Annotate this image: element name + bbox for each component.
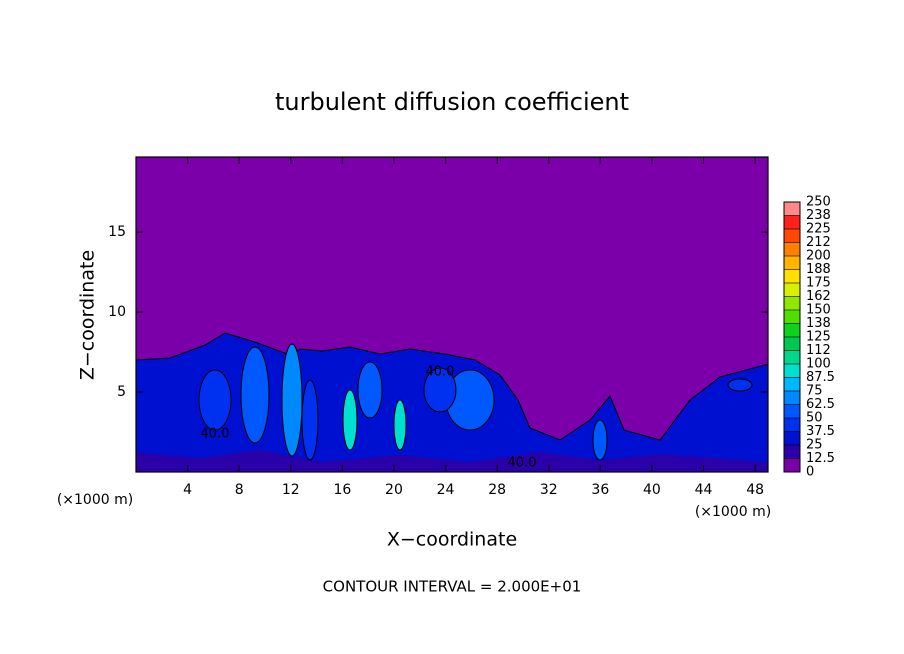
footer-note: CONTOUR INTERVAL = 2.000E+01: [323, 578, 582, 596]
x-tick-label: 20: [385, 482, 403, 498]
y-axis-label: Z−coordinate: [77, 250, 99, 380]
colorbar-segment: [784, 229, 800, 243]
colorbar-label: 12.5: [806, 451, 835, 466]
colorbar-segment: [784, 296, 800, 310]
x-tick-label: 16: [333, 482, 351, 498]
y-tick-label: 15: [108, 224, 126, 240]
colorbar-segment: [784, 215, 800, 229]
colorbar-segment: [784, 337, 800, 351]
x-unit-label: (×1000 m): [57, 492, 133, 508]
colorbar-label: 225: [806, 222, 831, 237]
x-tick-label: 24: [437, 482, 455, 498]
colorbar-label: 37.5: [806, 424, 835, 439]
colorbar-label: 62.5: [806, 397, 835, 412]
colorbar-segment: [784, 431, 800, 445]
field-blob: [393, 399, 407, 451]
colorbar-segment: [784, 391, 800, 405]
field-blob: [198, 369, 232, 431]
colorbar-label: 175: [806, 276, 831, 291]
x-tick-label: 12: [282, 482, 300, 498]
colorbar-label: 87.5: [806, 370, 835, 385]
colorbar-segment: [784, 377, 800, 391]
colorbar-segment: [784, 202, 800, 216]
colorbar-label: 200: [806, 249, 831, 264]
field-blob: [342, 389, 358, 451]
contour-label: 40.0: [508, 456, 537, 471]
contour-label: 40.0: [201, 427, 230, 442]
x-unit-label: (×1000 m): [695, 504, 771, 520]
contour-label: 40.0: [426, 365, 455, 380]
colorbar-segment: [784, 283, 800, 297]
colorbar-label: 138: [806, 316, 831, 331]
field: 40.0 40.0 40.0: [135, 332, 769, 473]
field-blob: [281, 343, 303, 457]
x-tick-label: 44: [695, 482, 713, 498]
colorbar-segment: [784, 242, 800, 256]
colorbar-segment: [784, 364, 800, 378]
colorbar-segment: [784, 404, 800, 418]
colorbar-segment: [784, 350, 800, 364]
colorbar-label: 112: [806, 343, 831, 358]
field-blob: [301, 379, 319, 461]
x-tick-label: 48: [746, 482, 764, 498]
x-axis-label: X−coordinate: [387, 529, 517, 551]
colorbar-label: 100: [806, 357, 831, 372]
colorbar-label: 25: [806, 438, 823, 453]
field-blob: [727, 378, 753, 392]
colorbar-label: 238: [806, 208, 831, 223]
chart-title: turbulent diffusion coefficient: [275, 88, 629, 116]
x-tick-label: 32: [540, 482, 558, 498]
colorbar-segment: [784, 323, 800, 337]
colorbar-segment: [784, 458, 800, 472]
x-tick-label: 8: [235, 482, 244, 498]
colorbar-label: 0: [806, 465, 814, 480]
colorbar-label: 188: [806, 262, 831, 277]
field-blob: [592, 419, 608, 461]
colorbar-segment: [784, 269, 800, 283]
x-tick-label: 40: [643, 482, 661, 498]
colorbar-segment: [784, 256, 800, 270]
field-region: [136, 450, 768, 472]
x-tick-label: 28: [488, 482, 506, 498]
colorbar-segment: [784, 445, 800, 459]
y-tick-label: 10: [108, 304, 126, 320]
colorbar-label: 75: [806, 384, 823, 399]
colorbar-segment: [784, 310, 800, 324]
x-tick-label: 36: [591, 482, 609, 498]
field-blob: [240, 346, 270, 444]
field-blob: [423, 367, 457, 413]
y-tick-label: 5: [117, 384, 126, 400]
colorbar-label: 125: [806, 330, 831, 345]
colorbar-label: 150: [806, 303, 831, 318]
x-tick-label: 4: [183, 482, 192, 498]
plot-frame: [135, 156, 769, 473]
colorbar-label: 250: [806, 195, 831, 210]
colorbar-segment: [784, 418, 800, 432]
colorbar-label: 162: [806, 289, 831, 304]
colorbar-label: 212: [806, 235, 831, 250]
colorbar-label: 50: [806, 411, 823, 426]
field-blob: [357, 361, 383, 419]
